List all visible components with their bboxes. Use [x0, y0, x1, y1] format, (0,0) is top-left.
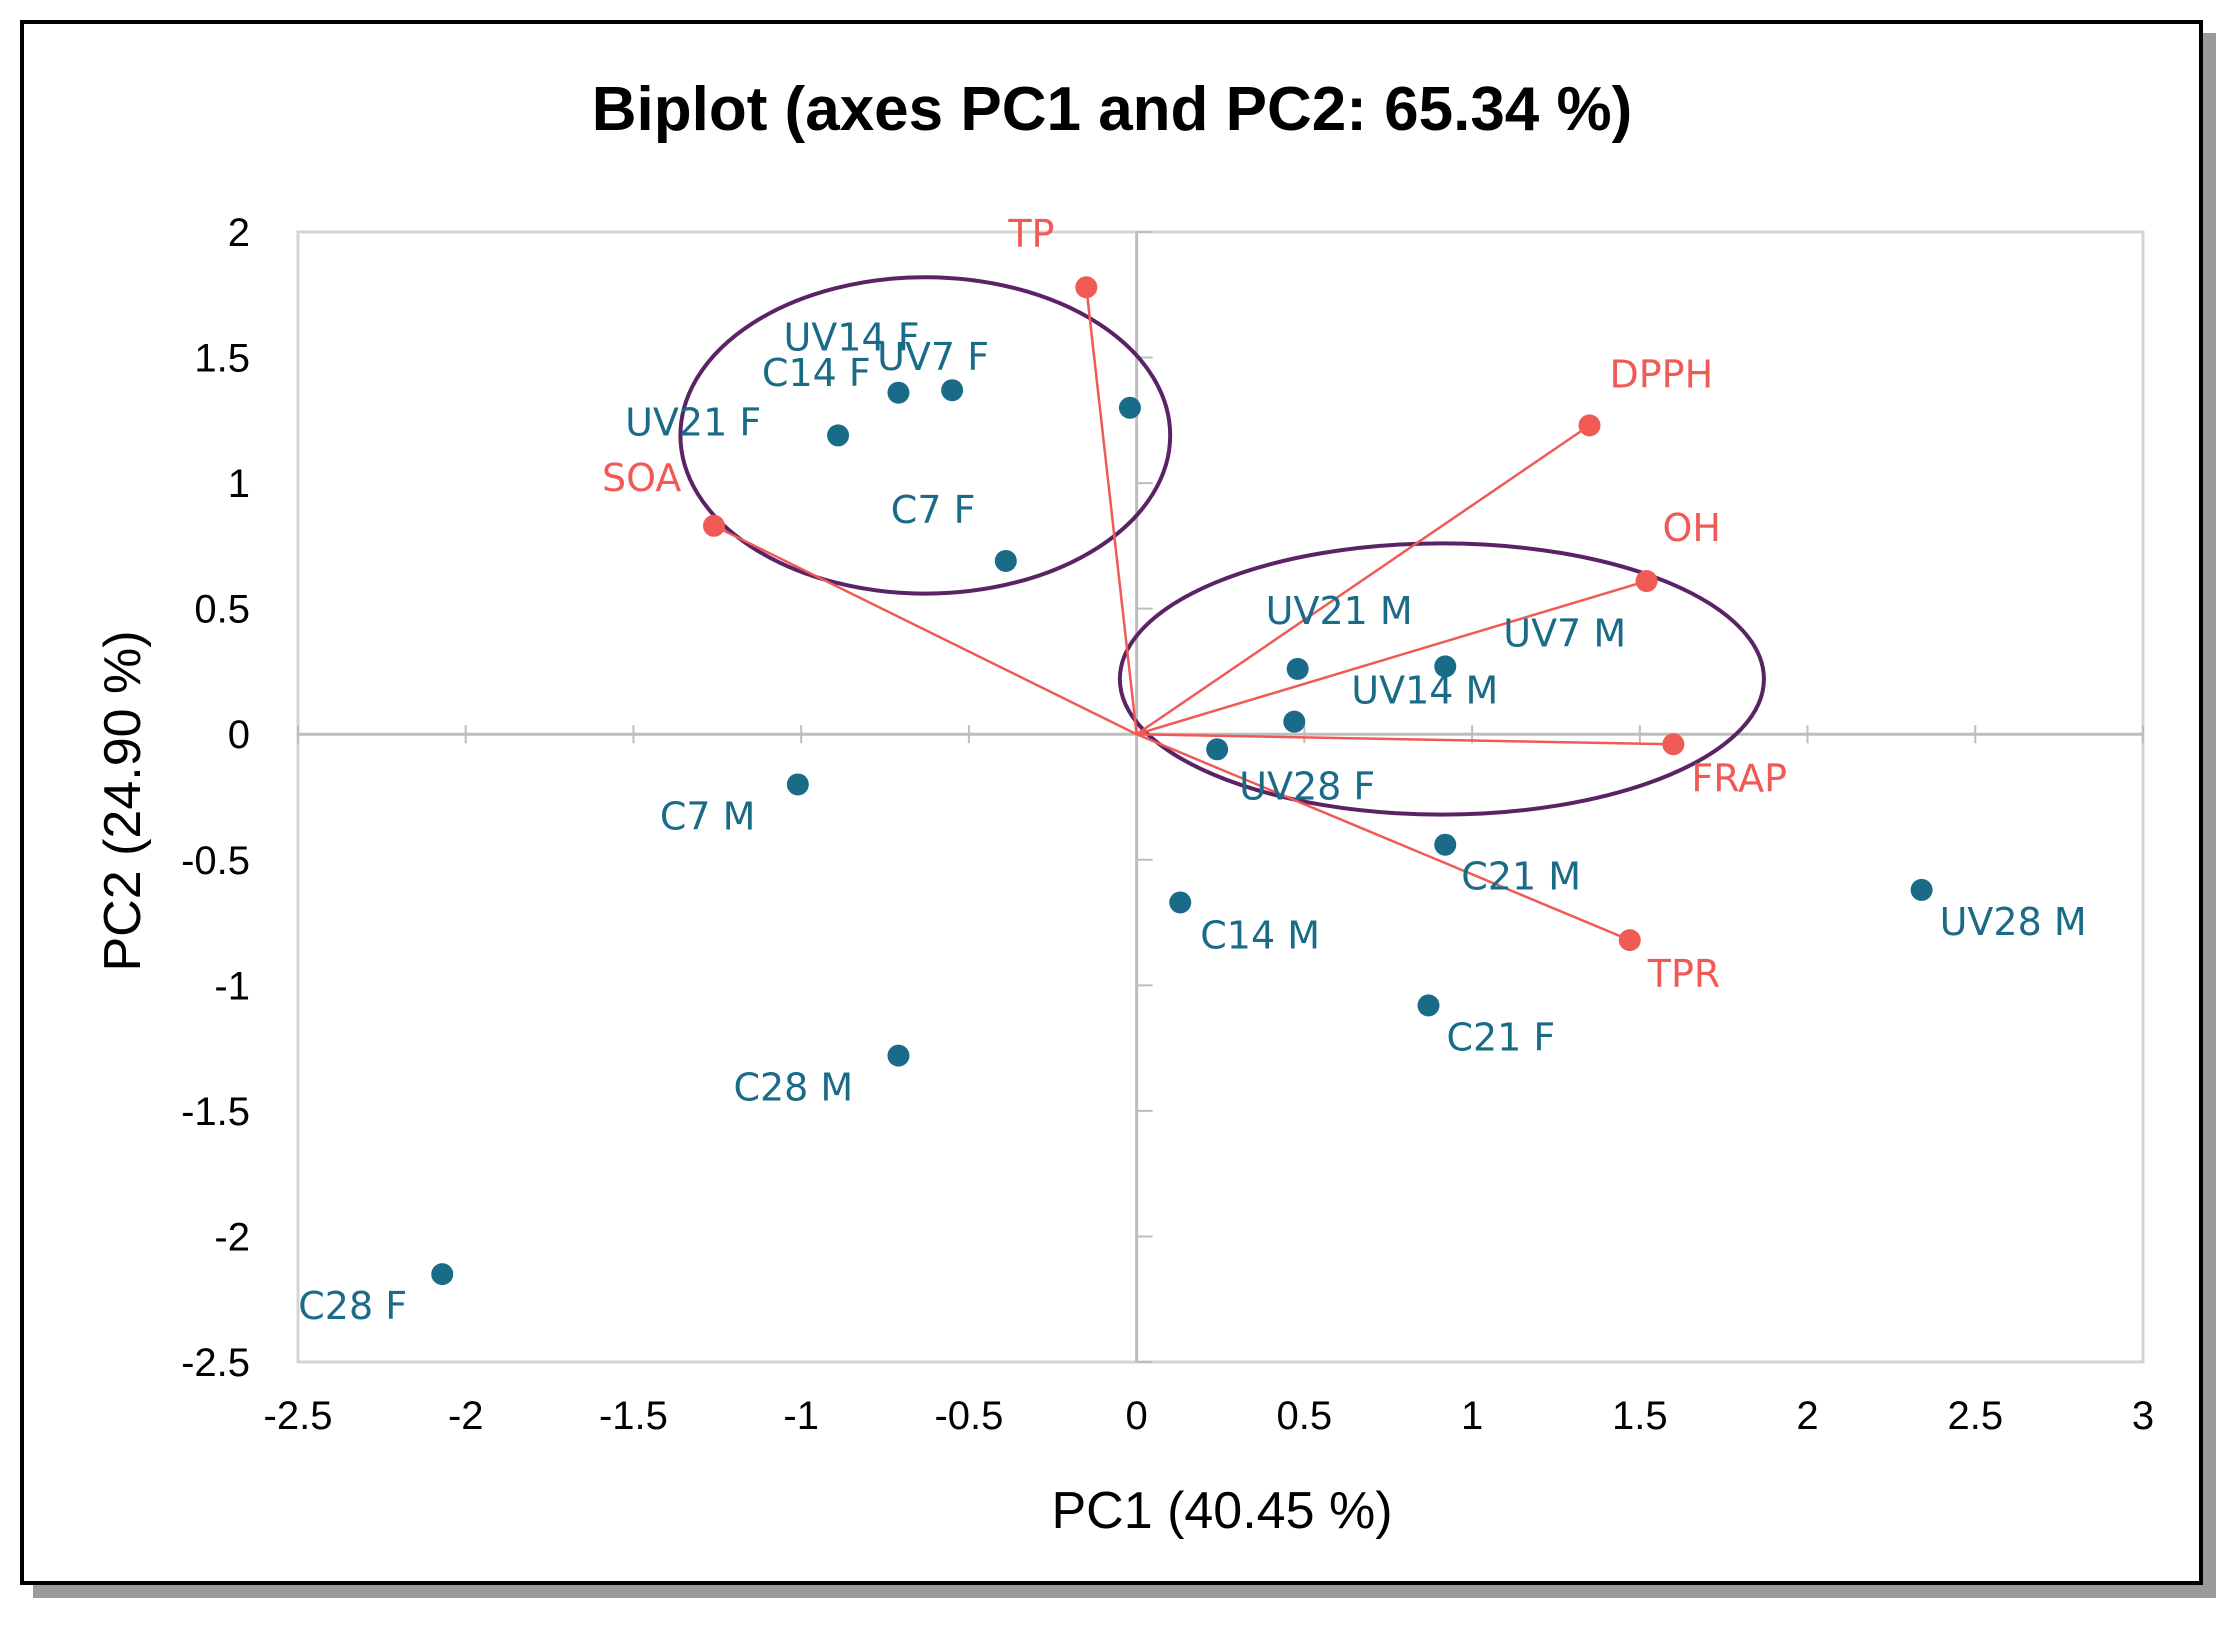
y-tick-label: 1.5: [194, 337, 250, 381]
variable-vector: [1135, 424, 1591, 736]
plot-border: [296, 230, 2145, 1364]
observation-label: UV7 M: [1503, 611, 1626, 655]
y-tick-label: -1: [214, 964, 250, 1008]
observation-label: UV28 F: [1239, 764, 1375, 808]
group-ellipse-F: [678, 275, 1173, 596]
observation-point: [1206, 738, 1229, 761]
y-tick-label: 0.5: [194, 588, 250, 632]
x-tick-label: -2: [448, 1394, 484, 1438]
chart-title: Biplot (axes PC1 and PC2: 65.34 %): [592, 75, 1633, 144]
x-tick-label: -2.5: [264, 1394, 333, 1438]
variable-vector: [1136, 732, 1674, 746]
variable-point: [1635, 570, 1658, 593]
y-tick-label: -2.5: [181, 1341, 250, 1385]
observation-label: C14 F: [762, 351, 871, 395]
observation-point: [1118, 396, 1141, 419]
observation-label: UV21 F: [625, 400, 761, 444]
variable-point: [1618, 929, 1641, 952]
x-tick-label: -1: [783, 1394, 819, 1438]
observation-label: UV7 F: [877, 335, 989, 379]
observation-label: C21 F: [1446, 1015, 1555, 1059]
variable-vector: [713, 524, 1138, 736]
y-tick-label: 2: [228, 211, 250, 255]
variable-label: TP: [1007, 212, 1054, 256]
plot-area: -2.5 -2 -1.5 -1 -0.5 0 0.5 1 1.5 2 2.5 3 2 1.5 1 0.5 0 -0…: [181, 211, 2154, 1438]
x-tick-label: -0.5: [934, 1394, 1003, 1438]
chart-frame: [20, 20, 2203, 1585]
variable-label: TPR: [1647, 952, 1721, 996]
observation-point: [1434, 655, 1457, 678]
x-tick-label: -1.5: [599, 1394, 668, 1438]
variable-label: OH: [1663, 506, 1721, 550]
y-tick-label: -2: [214, 1215, 250, 1259]
variable-point: [1075, 276, 1098, 299]
x-tick-label: 3: [2132, 1394, 2154, 1438]
observation-label: C28 M: [733, 1066, 853, 1110]
variable-vector: [1085, 287, 1138, 735]
observation-point: [786, 773, 809, 796]
variable-label: FRAP: [1691, 756, 1787, 800]
observation-point: [887, 1044, 910, 1067]
observation-label: UV14 F: [783, 316, 919, 360]
observation-point: [1910, 878, 1933, 901]
variable-point: [702, 514, 725, 537]
x-axis-title: PC1 (40.45 %): [1051, 1482, 1392, 1540]
y-axis-title: PC2 (24.90 %): [94, 630, 152, 971]
x-tick-label: 2.5: [1947, 1394, 2003, 1438]
variable-vector: [1136, 733, 1631, 942]
observation-point: [431, 1263, 454, 1286]
observation-point: [887, 381, 910, 404]
observation-point: [941, 379, 964, 402]
variable-point: [1662, 733, 1685, 756]
y-tick-label: -0.5: [181, 839, 250, 883]
x-tick-label: 1: [1461, 1394, 1483, 1438]
observation-label: UV14 M: [1351, 669, 1498, 713]
observation-point: [1283, 710, 1306, 733]
observation-label: UV21 M: [1266, 589, 1413, 633]
observation-label: C14 M: [1200, 913, 1320, 957]
variable-vector: [1136, 579, 1647, 736]
observation-label: C21 M: [1461, 855, 1581, 899]
y-tick-label: 1: [228, 462, 250, 506]
variable-point: [1578, 414, 1601, 437]
observation-point: [1417, 994, 1440, 1017]
observation-label: C7 M: [660, 794, 756, 838]
observation-point: [994, 549, 1017, 572]
x-tick-label: 0.5: [1277, 1394, 1333, 1438]
observation-label: C28 F: [298, 1284, 407, 1328]
x-tick-label: 0: [1126, 1394, 1148, 1438]
variable-label: SOA: [602, 456, 681, 500]
variable-label: DPPH: [1610, 352, 1714, 396]
group-ellipse-M: [1117, 541, 1766, 817]
observation-point: [1434, 833, 1457, 856]
x-tick-label: 1.5: [1612, 1394, 1668, 1438]
observation-label: C7 F: [891, 488, 976, 532]
observation-point: [1286, 657, 1309, 680]
observation-point: [1169, 891, 1192, 914]
x-tick-label: 2: [1796, 1394, 1818, 1438]
y-tick-label: 0: [228, 713, 250, 757]
y-tick-label: -1.5: [181, 1090, 250, 1134]
observation-point: [827, 424, 850, 447]
observation-label: UV28 M: [1940, 900, 2087, 944]
